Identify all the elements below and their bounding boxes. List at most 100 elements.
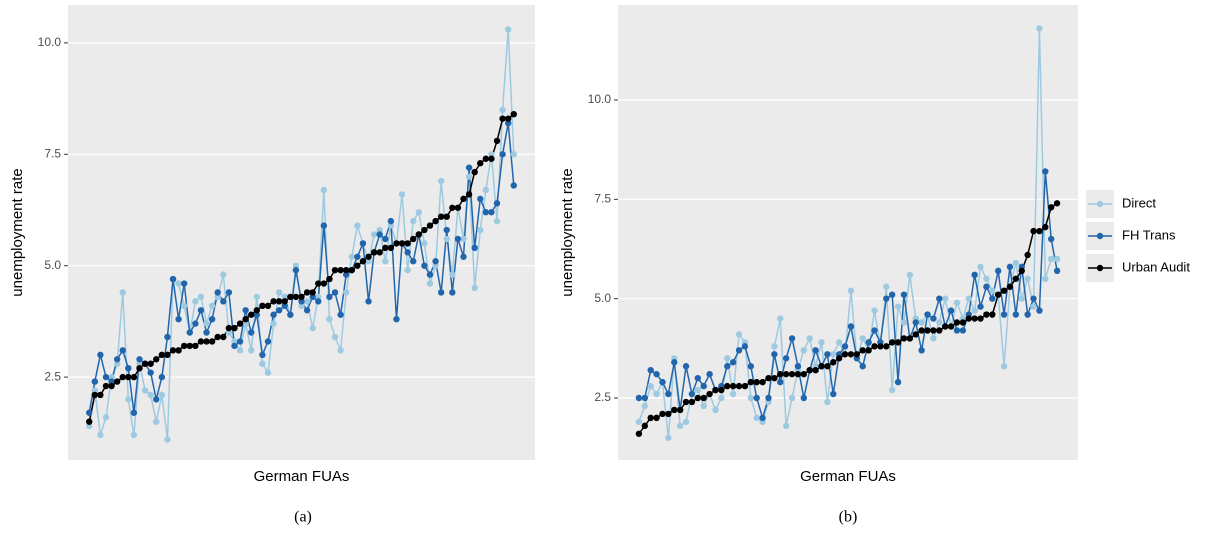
data-point bbox=[248, 347, 255, 354]
data-point bbox=[1000, 287, 1008, 294]
data-point bbox=[421, 262, 428, 269]
data-point bbox=[477, 226, 484, 234]
data-point bbox=[724, 363, 731, 370]
data-point bbox=[354, 222, 361, 229]
data-point bbox=[220, 271, 227, 278]
data-point bbox=[192, 342, 199, 350]
data-point bbox=[676, 422, 684, 430]
data-point bbox=[499, 151, 506, 158]
data-point bbox=[370, 249, 378, 256]
data-point bbox=[1018, 267, 1025, 275]
data-point bbox=[175, 315, 182, 323]
data-point bbox=[918, 319, 925, 326]
data-point bbox=[231, 324, 238, 332]
data-point bbox=[835, 355, 843, 362]
data-point bbox=[924, 311, 931, 318]
data-point bbox=[953, 299, 961, 306]
data-point bbox=[771, 343, 778, 350]
data-point bbox=[421, 240, 428, 247]
data-point bbox=[1053, 255, 1061, 263]
data-point bbox=[735, 382, 743, 390]
data-point bbox=[231, 342, 238, 350]
data-point bbox=[86, 418, 93, 425]
data-point bbox=[712, 406, 719, 414]
data-point bbox=[871, 327, 878, 334]
data-point bbox=[315, 293, 322, 301]
data-point bbox=[471, 244, 478, 252]
data-point bbox=[303, 307, 311, 314]
data-point bbox=[410, 217, 417, 225]
data-point bbox=[830, 390, 837, 398]
data-point bbox=[883, 283, 890, 290]
data-point bbox=[119, 289, 126, 296]
data-point bbox=[700, 382, 707, 390]
data-point bbox=[91, 387, 99, 394]
data-point bbox=[747, 363, 755, 370]
data-point bbox=[382, 235, 389, 243]
data-point bbox=[647, 382, 654, 390]
data-point bbox=[641, 422, 648, 430]
data-point bbox=[1036, 227, 1043, 235]
data-point bbox=[292, 293, 300, 301]
data-point bbox=[197, 307, 205, 314]
data-point bbox=[971, 271, 978, 279]
data-point bbox=[782, 355, 790, 362]
data-point bbox=[765, 374, 772, 382]
data-point bbox=[665, 434, 672, 441]
data-point bbox=[859, 347, 866, 354]
data-point bbox=[281, 293, 288, 301]
data-point bbox=[471, 168, 478, 176]
data-point bbox=[97, 351, 104, 359]
data-point bbox=[203, 338, 210, 345]
data-point bbox=[214, 289, 221, 296]
data-point bbox=[1012, 275, 1020, 282]
data-point bbox=[953, 327, 961, 334]
data-point bbox=[242, 307, 249, 314]
data-point bbox=[197, 293, 205, 301]
data-point bbox=[971, 315, 978, 322]
data-point bbox=[236, 320, 244, 327]
data-point bbox=[665, 390, 672, 398]
data-point bbox=[782, 422, 790, 430]
data-point bbox=[91, 378, 99, 385]
data-point bbox=[443, 235, 450, 243]
data-point bbox=[936, 327, 943, 334]
data-point bbox=[320, 186, 328, 194]
data-point bbox=[102, 382, 110, 390]
data-point bbox=[331, 289, 339, 296]
data-point bbox=[186, 329, 193, 336]
data-point bbox=[729, 390, 737, 398]
data-point bbox=[888, 386, 896, 394]
data-point bbox=[653, 390, 660, 398]
data-point bbox=[812, 347, 819, 354]
data-point bbox=[270, 298, 277, 305]
data-point bbox=[192, 298, 199, 305]
data-point bbox=[1042, 168, 1049, 175]
data-point bbox=[971, 307, 978, 314]
data-point bbox=[97, 391, 104, 399]
data-point bbox=[1030, 295, 1037, 302]
data-point bbox=[488, 155, 495, 162]
data-point bbox=[365, 253, 372, 260]
data-point bbox=[493, 200, 501, 207]
data-point bbox=[264, 338, 272, 345]
data-point bbox=[499, 115, 506, 122]
data-point bbox=[197, 338, 205, 345]
data-point bbox=[983, 283, 990, 290]
data-point bbox=[253, 311, 261, 318]
data-point bbox=[841, 351, 849, 358]
data-point bbox=[1024, 275, 1031, 282]
data-point bbox=[877, 343, 884, 350]
data-point bbox=[387, 222, 395, 229]
data-point bbox=[706, 390, 713, 398]
data-point bbox=[983, 275, 990, 282]
data-point bbox=[354, 253, 361, 260]
data-point bbox=[777, 315, 784, 322]
data-point bbox=[865, 347, 872, 354]
data-point bbox=[354, 262, 361, 269]
data-point bbox=[900, 335, 908, 342]
data-point bbox=[387, 244, 395, 252]
data-point bbox=[86, 409, 93, 416]
data-point bbox=[1018, 295, 1025, 302]
data-point bbox=[918, 347, 925, 354]
